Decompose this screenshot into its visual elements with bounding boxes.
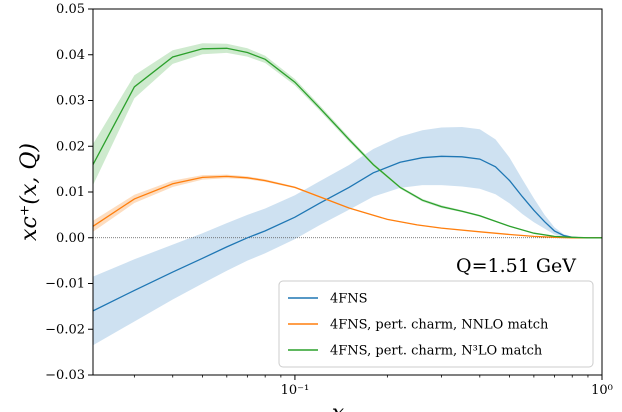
- y-tick-label: 0.03: [56, 94, 85, 109]
- y-tick-label: 0.05: [56, 2, 85, 17]
- y-tick-label: 0.02: [56, 139, 85, 154]
- band-4fns: [93, 127, 602, 346]
- y-tick-label: −0.02: [45, 322, 85, 337]
- legend-label-4fns-pert-charm-n-lo-match: 4FNS, pert. charm, N³LO match: [330, 344, 543, 359]
- line-4fns: [93, 155, 602, 312]
- x-tick-label: 10⁻¹: [281, 383, 310, 398]
- y-tick-label: 0.00: [56, 231, 85, 246]
- y-tick-label: −0.03: [45, 368, 85, 383]
- y-tick-label: −0.01: [45, 277, 85, 292]
- annotation-q-value: Q=1.51 GeV: [456, 255, 576, 277]
- line-4fns-pert-charm-nnlo-match: [93, 175, 602, 239]
- legend-label-4fns-pert-charm-nnlo-match: 4FNS, pert. charm, NNLO match: [330, 318, 549, 333]
- line-4fns-pert-charm-n-lo-match: [93, 47, 602, 239]
- legend-label-4fns: 4FNS: [330, 292, 368, 307]
- x-tick-label: 10⁰: [591, 383, 613, 398]
- legend-box: [278, 280, 594, 368]
- uncertainty-bands: [93, 43, 602, 346]
- axis-ticks: −0.03 −0.02 −0.01 0.00 0.01 0.02 0.03 0.04 0.05 1…: [45, 2, 613, 398]
- y-tick-label: 0.01: [56, 185, 85, 200]
- y-axis-label: xc⁺(x, Q): [17, 143, 42, 241]
- x-axis-label: x: [332, 401, 345, 412]
- legend: 4FNS 4FNS, pert. charm, NNLO match 4FNS, p…: [278, 280, 594, 368]
- series-lines: [93, 47, 602, 312]
- y-tick-label: 0.04: [56, 48, 85, 63]
